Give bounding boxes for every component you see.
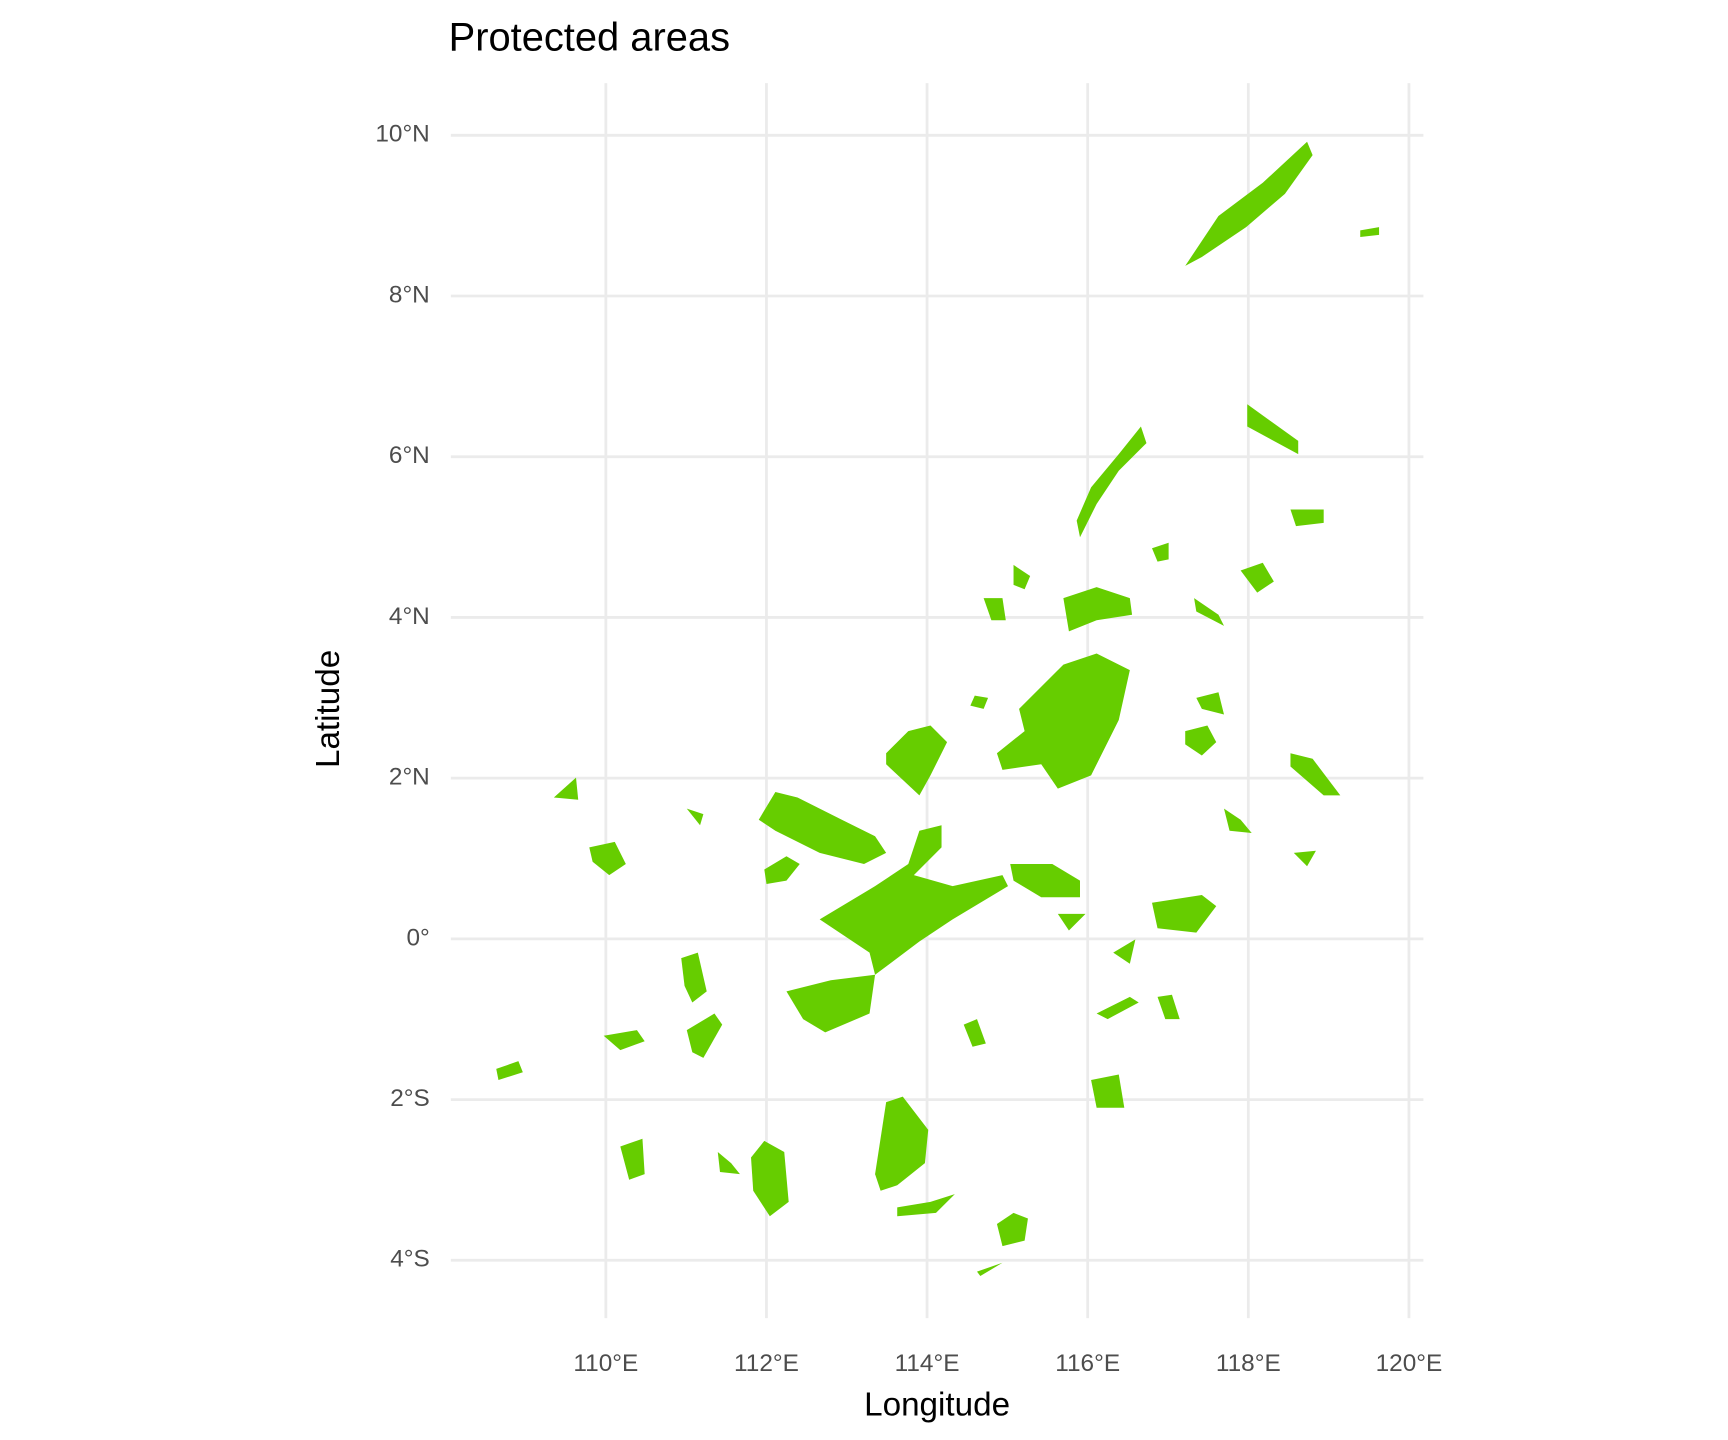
- protected-area: [764, 856, 800, 884]
- protected-area: [875, 1096, 929, 1191]
- protected-area: [1185, 725, 1217, 756]
- protected-area: [1360, 227, 1380, 238]
- protected-area: [963, 1019, 986, 1047]
- protected-area: [1152, 542, 1169, 562]
- y-tick-label: 10°N: [375, 121, 429, 148]
- x-tick-label: 114°E: [895, 1350, 960, 1377]
- protected-area: [496, 1061, 523, 1080]
- y-tick-label: 4°N: [389, 603, 430, 630]
- protected-area: [1240, 562, 1274, 593]
- x-axis-title: Longitude: [864, 1387, 1010, 1424]
- protected-area: [786, 974, 876, 1033]
- protected-area: [1185, 141, 1313, 266]
- y-tick-label: 8°N: [389, 281, 430, 308]
- x-tick-label: 116°E: [1055, 1350, 1120, 1377]
- protected-area: [996, 1212, 1028, 1247]
- protected-area: [1290, 509, 1324, 527]
- protected-area: [819, 825, 1008, 975]
- protected-area: [970, 695, 989, 709]
- protected-area: [620, 1138, 645, 1180]
- protected-area: [886, 725, 948, 796]
- protected-area: [717, 1152, 740, 1175]
- protected-area: [751, 1140, 789, 1217]
- y-tick-label: 2°S: [390, 1085, 430, 1112]
- protected-area: [686, 808, 704, 826]
- chart-title: Protected areas: [449, 15, 730, 59]
- protected-area: [976, 1262, 1003, 1277]
- protected-area: [1113, 939, 1136, 964]
- protected-area: [1013, 564, 1031, 590]
- protected-area: [1224, 808, 1252, 833]
- protected-area: [1247, 404, 1299, 455]
- x-tick-label: 110°E: [573, 1350, 638, 1377]
- protected-area: [1076, 426, 1147, 538]
- y-tick-label: 6°N: [389, 442, 430, 469]
- protected-areas: [496, 141, 1380, 1277]
- y-tick-label: 4°S: [390, 1246, 430, 1273]
- protected-area: [983, 598, 1006, 621]
- y-tick-label: 0°: [406, 924, 429, 951]
- protected-area: [1096, 996, 1139, 1020]
- x-tick-label: 120°E: [1376, 1350, 1443, 1377]
- protected-area: [681, 952, 707, 1003]
- protected-area: [897, 1194, 955, 1217]
- protected-area: [1290, 753, 1341, 796]
- protected-area: [1293, 850, 1316, 867]
- protected-area: [1152, 895, 1217, 933]
- protected-area: [1157, 994, 1180, 1020]
- protected-area: [1057, 913, 1086, 931]
- protected-area: [1196, 692, 1224, 715]
- x-tick-label: 112°E: [734, 1350, 799, 1377]
- y-axis-title: Latitude: [310, 650, 347, 768]
- x-tick-label: 118°E: [1216, 1350, 1281, 1377]
- protected-area: [603, 1030, 645, 1051]
- protected-area: [1091, 1074, 1125, 1108]
- protected-area: [589, 841, 626, 876]
- protected-area: [1010, 864, 1080, 898]
- protected-area: [1194, 598, 1224, 626]
- protected-area: [553, 777, 579, 800]
- protected-area: [758, 792, 887, 864]
- grid: [450, 83, 1424, 1319]
- protected-area: [1063, 587, 1133, 632]
- protected-area: [686, 1013, 723, 1058]
- y-tick-label: 2°N: [389, 764, 430, 791]
- protected-area: [996, 653, 1130, 789]
